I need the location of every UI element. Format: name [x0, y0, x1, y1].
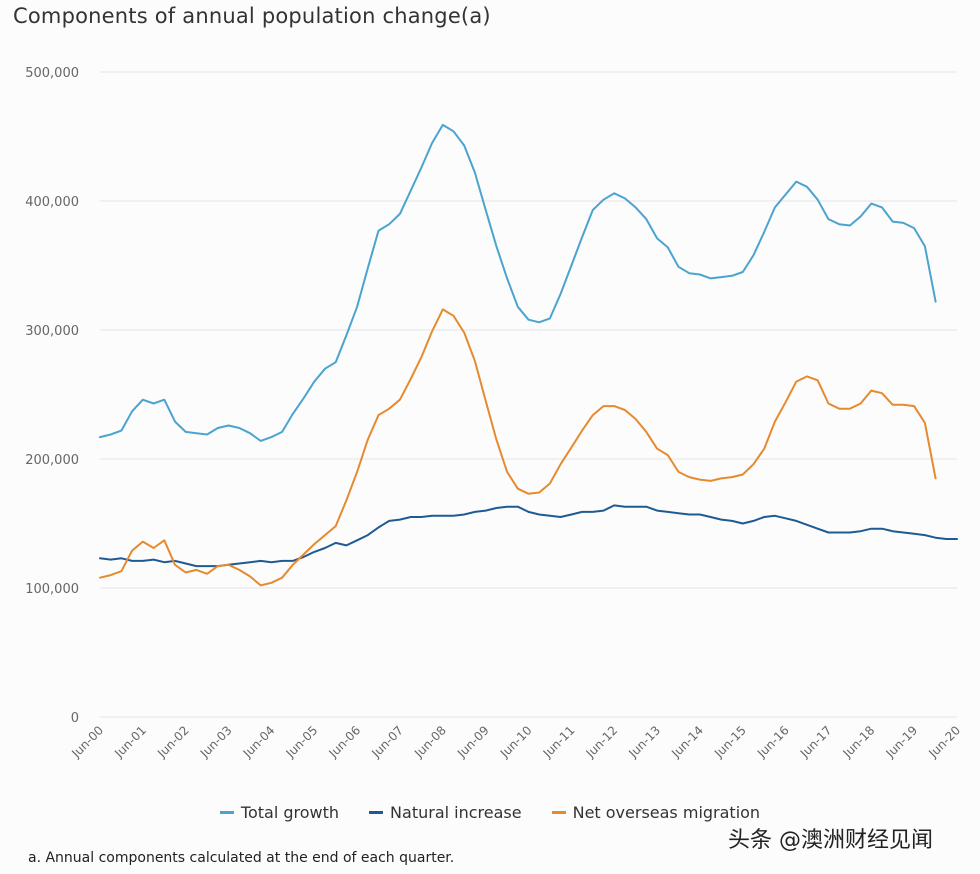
y-tick-label: 500,000 [25, 66, 79, 81]
legend-label-net-overseas-migration: Net overseas migration [572, 803, 761, 822]
series-line-total-growth [99, 123, 937, 442]
watermark: 头条 @澳洲财经见闻 [728, 828, 933, 853]
y-tick-label: 0 [71, 711, 79, 726]
x-tick-label: Jun-11 [540, 723, 578, 761]
x-tick-label: Jun-05 [283, 723, 321, 761]
x-tick-label: Jun-03 [197, 723, 235, 761]
y-tick-label: 200,000 [25, 453, 79, 468]
legend-swatch-natural-increase [369, 811, 384, 814]
series-line-natural-increase [99, 504, 958, 568]
x-tick-label: Jun-13 [625, 723, 663, 761]
y-tick-label: 400,000 [25, 195, 79, 210]
x-tick-label: Jun-17 [797, 723, 835, 761]
y-tick-label: 300,000 [25, 324, 79, 339]
y-tick-label: 100,000 [25, 582, 79, 597]
legend-item-net-overseas-migration: Net overseas migration [551, 803, 761, 822]
x-tick-label: Jun-12 [583, 723, 621, 761]
x-tick-label: Jun-15 [711, 723, 749, 761]
line-chart: 0 100,000 200,000 300,000 400,000 500,000 Jun-… [25, 66, 963, 761]
series-line-net-overseas-migration [99, 308, 937, 587]
legend-swatch-total-growth [219, 811, 234, 814]
legend-item-total-growth: Total growth [219, 803, 340, 822]
x-tick-label: Jun-20 [925, 723, 963, 761]
x-tick-label: Jun-10 [497, 723, 535, 761]
x-tick-label: Jun-19 [883, 723, 921, 761]
legend-item-natural-increase: Natural increase [369, 803, 522, 822]
x-tick-label: Jun-08 [411, 723, 449, 761]
chart-title: Components of annual population change(a… [13, 4, 491, 28]
legend: Total growth Natural increase Net overse… [0, 803, 980, 822]
legend-label-total-growth: Total growth [240, 803, 340, 822]
x-tick-label: Jun-18 [840, 723, 878, 761]
legend-swatch-net-overseas-migration [551, 811, 566, 814]
x-tick-label: Jun-06 [325, 723, 363, 761]
legend-label-natural-increase: Natural increase [390, 803, 522, 822]
x-tick-label: Jun-02 [154, 723, 192, 761]
x-tick-label: Jun-00 [68, 723, 106, 761]
x-tick-label: Jun-01 [111, 723, 149, 761]
x-tick-label: Jun-09 [454, 723, 492, 761]
x-tick-label: Jun-04 [240, 723, 278, 761]
x-tick-label: Jun-07 [368, 723, 406, 761]
x-tick-label: Jun-14 [668, 723, 706, 761]
footnote: a. Annual components calculated at the e… [28, 850, 455, 866]
x-tick-label: Jun-16 [754, 723, 792, 761]
